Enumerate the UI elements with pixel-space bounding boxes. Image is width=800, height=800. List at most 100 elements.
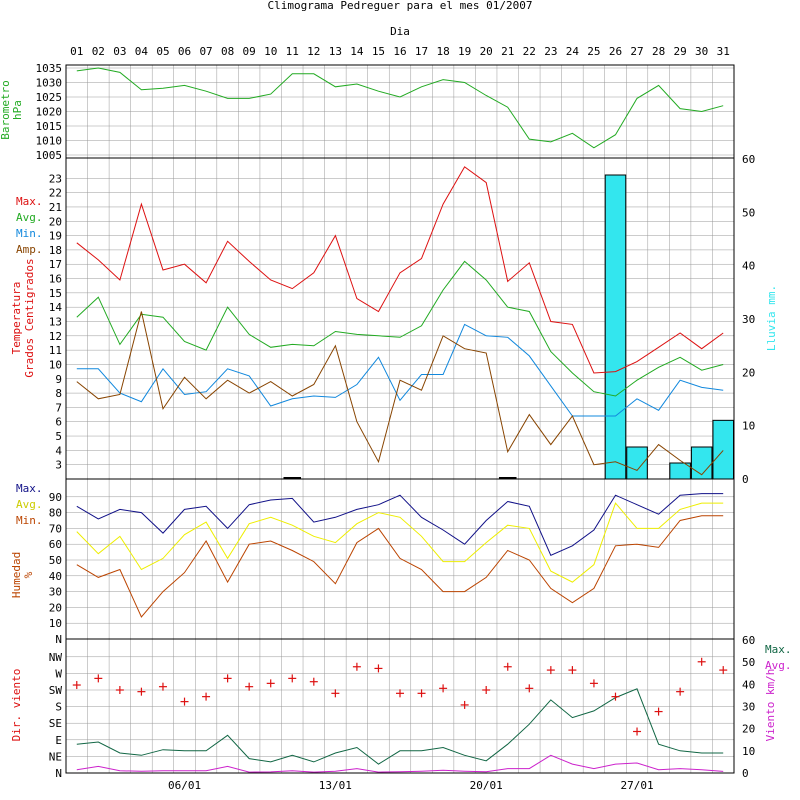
top-day-label: 31 xyxy=(717,45,730,58)
top-day-label: 27 xyxy=(630,45,643,58)
wind-legend: Max. Avg. xyxy=(765,643,792,672)
humidity-ytick: 20 xyxy=(49,601,62,614)
wind-avg-line xyxy=(76,754,724,773)
barometer-ytick: 1035 xyxy=(36,62,63,75)
temperature-legend: Max. Avg. Min. Amp. xyxy=(16,195,43,256)
humidity-ytick: 30 xyxy=(49,586,62,599)
humidity-ytick: 40 xyxy=(49,570,62,583)
top-day-label: 20 xyxy=(480,45,493,58)
top-day-ticks: 01 02 03 04 05 06 07 08 09 10 11 12 13 14 15 16 17 18 19 20… xyxy=(70,45,730,58)
rain-ytick: 40 xyxy=(742,260,755,273)
humidity-ytick: N xyxy=(55,633,62,646)
humidity-ylabel-line1: Humedad xyxy=(10,552,23,598)
temperature-ytick: 13 xyxy=(49,316,62,329)
top-day-label: 24 xyxy=(566,45,580,58)
legend-hum-avg: Avg. xyxy=(16,498,43,511)
top-day-label: 16 xyxy=(393,45,406,58)
bottom-date-label: 20/01 xyxy=(470,779,503,792)
temperature-ytick: 16 xyxy=(49,273,62,286)
humidity-ytick: 90 xyxy=(49,491,62,504)
top-day-label: 10 xyxy=(264,45,277,58)
temperature-ylabel: Temperatura Grados Centigrados xyxy=(10,258,36,377)
temperature-ytick: 17 xyxy=(49,258,62,271)
legend-temp-avg: Avg. xyxy=(16,211,43,224)
wind-speed-ytick: 10 xyxy=(742,745,755,758)
rain-ylabel: Lluvia mm. xyxy=(765,285,778,351)
top-day-label: 14 xyxy=(350,45,364,58)
barometer-line xyxy=(76,67,724,149)
chart-title: Climograma Pedreguer para el mes 01/2007 xyxy=(268,0,533,12)
wind-panel: N NE E SE S SW W NW 0 10 20 30 40 50 60 xyxy=(49,634,756,780)
legend-temp-amp: Amp. xyxy=(16,243,43,256)
bottom-date-ticks: 06/01 13/01 20/01 27/01 xyxy=(168,779,654,792)
temperature-ytick: 4 xyxy=(55,444,62,457)
rain-ytick: 0 xyxy=(742,473,749,486)
humidity-ytick: 80 xyxy=(49,507,62,520)
humidity-ytick: 60 xyxy=(49,538,62,551)
top-day-label: 26 xyxy=(609,45,622,58)
temp-avg-line xyxy=(76,260,724,397)
top-day-label: 29 xyxy=(674,45,687,58)
legend-temp-min: Min. xyxy=(16,227,43,240)
top-day-label: 12 xyxy=(307,45,320,58)
temperature-ytick: 15 xyxy=(49,287,62,300)
temperature-ytick: 9 xyxy=(55,373,62,386)
top-day-label: 25 xyxy=(587,45,600,58)
barometer-ytick: 1020 xyxy=(36,106,63,119)
humidity-max-line xyxy=(76,493,724,556)
top-day-label: 11 xyxy=(286,45,299,58)
barometer-ylabel-line1: Barometro xyxy=(0,80,12,140)
temperature-ytick: 11 xyxy=(49,344,62,357)
temp-min-line xyxy=(76,323,724,417)
wind-dir-ytick: W xyxy=(55,667,62,680)
rain-ytick: 10 xyxy=(742,420,755,433)
temperature-ytick: 6 xyxy=(55,416,62,429)
wind-speed-ytick: 20 xyxy=(742,723,755,736)
legend-hum-max: Max. xyxy=(16,482,43,495)
rain-ytick: 60 xyxy=(742,153,755,166)
legend-wind-max: Max. xyxy=(765,643,792,656)
wind-speed-ytick: 0 xyxy=(742,767,749,780)
temperature-ytick: 22 xyxy=(49,187,62,200)
top-day-label: 22 xyxy=(523,45,536,58)
rain-trace-mark xyxy=(283,477,302,479)
top-day-label: 06 xyxy=(178,45,191,58)
temperature-ytick: 10 xyxy=(49,358,62,371)
legend-hum-min: Min. xyxy=(16,514,43,527)
legend-temp-max: Max. xyxy=(16,195,43,208)
wind-dir-ytick: NW xyxy=(49,651,63,664)
temperature-ytick: 3 xyxy=(55,459,62,472)
temperature-ytick: 23 xyxy=(49,172,62,185)
top-axis-label: Dia xyxy=(390,25,410,38)
wind-speed-ylabel: Viento km/h xyxy=(764,669,777,742)
top-day-label: 02 xyxy=(92,45,105,58)
wind-dir-ylabel: Dir. viento xyxy=(10,669,23,742)
top-day-label: 21 xyxy=(501,45,514,58)
humidity-panel: N 10 20 30 40 50 60 70 80 90 xyxy=(49,478,735,646)
rain-ytick: 50 xyxy=(742,206,755,219)
temperature-ylabel-line1: Temperatura xyxy=(10,282,23,355)
rain-bar xyxy=(626,446,648,480)
top-day-label: 04 xyxy=(135,45,149,58)
humidity-ytick: 10 xyxy=(49,617,62,630)
top-day-label: 07 xyxy=(199,45,212,58)
top-day-label: 03 xyxy=(113,45,126,58)
temperature-ytick: 21 xyxy=(49,201,62,214)
humidity-legend: Max. Avg. Min. xyxy=(16,482,43,527)
top-day-label: 13 xyxy=(329,45,342,58)
wind-dir-ytick: N xyxy=(55,767,62,780)
rain-bar xyxy=(712,419,734,480)
top-day-label: 18 xyxy=(436,45,449,58)
top-day-label: 17 xyxy=(415,45,428,58)
temperature-ytick: 5 xyxy=(55,430,62,443)
top-day-label: 08 xyxy=(221,45,234,58)
humidity-min-line xyxy=(76,515,724,618)
temperature-ytick: 18 xyxy=(49,244,62,257)
rain-bar xyxy=(604,174,627,480)
bottom-date-label: 27/01 xyxy=(620,779,653,792)
bottom-date-label: 13/01 xyxy=(319,779,352,792)
wind-dir-ytick: SE xyxy=(49,717,62,730)
top-day-label: 28 xyxy=(652,45,665,58)
